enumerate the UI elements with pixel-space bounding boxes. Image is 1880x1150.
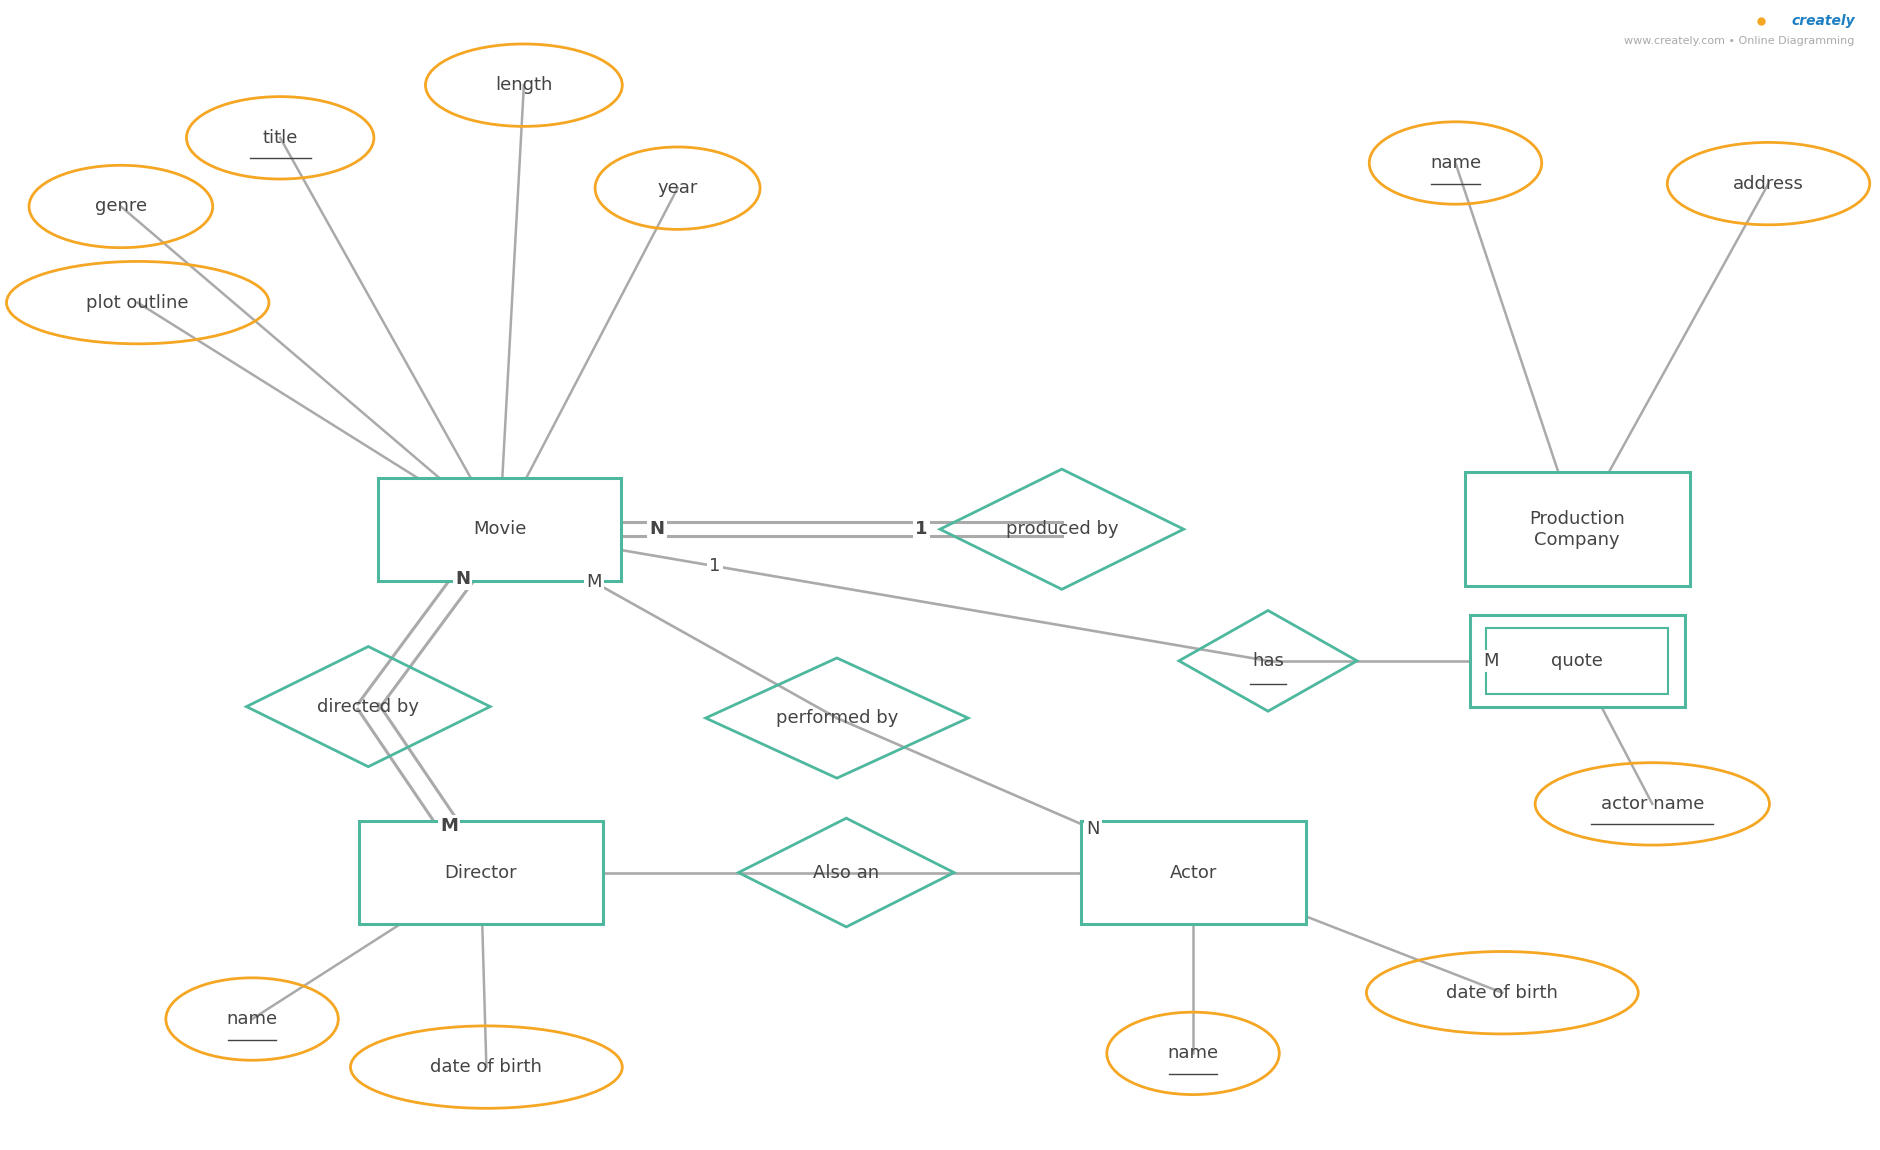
Text: 1: 1 xyxy=(916,520,927,538)
Text: genre: genre xyxy=(94,198,147,215)
Text: M: M xyxy=(1483,652,1498,669)
Text: date of birth: date of birth xyxy=(431,1058,541,1076)
Text: quote: quote xyxy=(1551,652,1604,669)
FancyBboxPatch shape xyxy=(378,477,622,581)
Text: has: has xyxy=(1252,652,1284,669)
Text: Director: Director xyxy=(444,864,517,882)
Text: Actor: Actor xyxy=(1169,864,1216,882)
Text: Movie: Movie xyxy=(472,520,526,538)
Text: creately: creately xyxy=(1792,14,1856,28)
FancyBboxPatch shape xyxy=(1465,472,1690,586)
Text: www.creately.com • Online Diagramming: www.creately.com • Online Diagramming xyxy=(1624,37,1856,46)
Text: length: length xyxy=(494,76,553,94)
Text: N: N xyxy=(649,520,664,538)
Text: actor name: actor name xyxy=(1600,795,1703,813)
Text: produced by: produced by xyxy=(1006,520,1119,538)
Text: Also an: Also an xyxy=(814,864,880,882)
Text: name: name xyxy=(226,1010,278,1028)
Text: name: name xyxy=(1167,1044,1218,1063)
Text: directed by: directed by xyxy=(318,698,419,715)
Text: N: N xyxy=(455,570,470,588)
FancyBboxPatch shape xyxy=(1487,628,1668,693)
Text: Production
Company: Production Company xyxy=(1530,509,1624,549)
Text: M: M xyxy=(440,818,459,835)
FancyBboxPatch shape xyxy=(1081,821,1305,925)
FancyBboxPatch shape xyxy=(359,821,603,925)
Text: N: N xyxy=(1087,820,1100,838)
Text: name: name xyxy=(1431,154,1481,172)
Text: plot outline: plot outline xyxy=(86,293,190,312)
Text: address: address xyxy=(1733,175,1805,192)
FancyBboxPatch shape xyxy=(1470,615,1684,706)
Text: 1: 1 xyxy=(709,557,720,575)
Text: M: M xyxy=(587,573,602,591)
Text: title: title xyxy=(263,129,297,147)
Text: date of birth: date of birth xyxy=(1446,983,1559,1002)
Text: performed by: performed by xyxy=(776,710,899,727)
Text: year: year xyxy=(658,179,697,197)
